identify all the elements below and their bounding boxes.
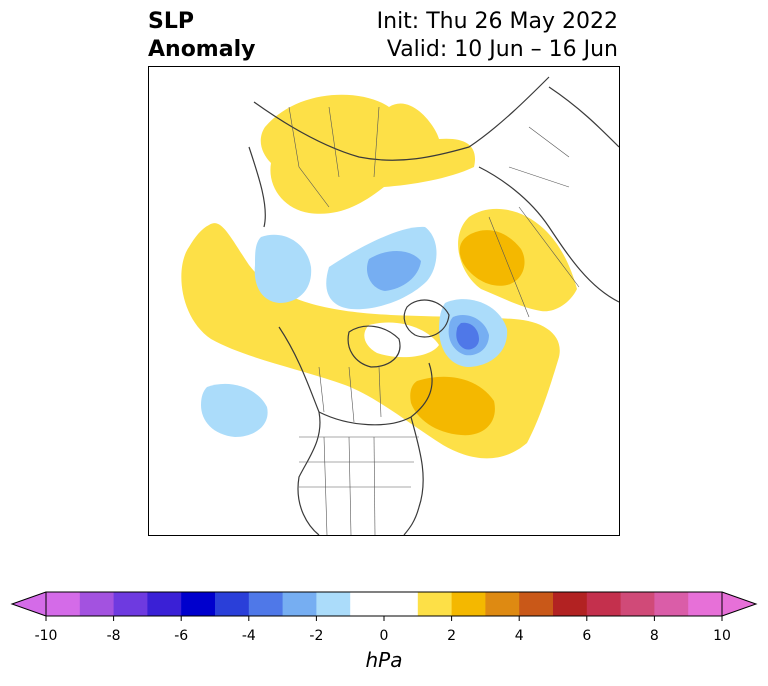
colorbar-bin — [451, 592, 486, 616]
anomaly-map — [148, 66, 620, 536]
title-type: Anomaly — [148, 37, 256, 62]
colorbar-tick-label: -10 — [34, 628, 58, 644]
colorbar-bin — [519, 592, 554, 616]
colorbar-ticks — [45, 616, 723, 621]
forecast-info: Init: Thu 26 May 2022 Valid: 10 Jun – 16… — [377, 8, 618, 64]
coastlines — [248, 76, 619, 535]
colorbar-bin — [248, 592, 284, 616]
colorbar-tick-label: -6 — [174, 628, 189, 644]
neutral-gap — [364, 322, 439, 358]
colorbar-tick-label: 8 — [649, 628, 659, 644]
colorbar-tick-label: 10 — [713, 628, 731, 644]
colorbar-bins — [46, 592, 723, 616]
colorbar-tick-label: 0 — [379, 628, 389, 644]
colorbar — [10, 591, 758, 621]
colorbar-bin — [553, 592, 588, 616]
colorbar-tick-label: -4 — [241, 628, 256, 644]
colorbar-bin — [215, 592, 250, 616]
colorbar-bin — [417, 592, 453, 616]
colorbar-outline-high — [721, 591, 758, 617]
colorbar-tick-label: -2 — [309, 628, 324, 644]
colorbar-tick-label: 4 — [514, 628, 524, 644]
map-canvas — [149, 76, 619, 535]
title-variable: SLP — [148, 9, 194, 34]
colorbar-bin — [485, 592, 520, 616]
projection-edge — [149, 285, 153, 319]
colorbar-extend-high — [722, 592, 756, 616]
colorbar-bin — [620, 592, 655, 616]
colorbar-bin — [350, 592, 385, 616]
colorbar-bin — [282, 592, 317, 616]
init-date: Init: Thu 26 May 2022 — [376, 9, 618, 34]
colorbar-extend-low — [12, 592, 46, 616]
colorbar-bin — [79, 592, 115, 616]
political-borders — [288, 106, 580, 535]
colorbar-outline-low — [10, 591, 47, 617]
colorbar-unit: hPa — [365, 648, 403, 672]
colorbar-bin — [113, 592, 148, 616]
valid-range: Valid: 10 Jun – 16 Jun — [386, 37, 618, 62]
colorbar-bin — [384, 592, 419, 616]
strong-positive-anomaly-fill — [410, 230, 525, 436]
map-title: SLP Anomaly — [148, 8, 255, 64]
colorbar-bin — [181, 592, 216, 616]
colorbar-bin — [586, 592, 622, 616]
colorbar-tick-label: 6 — [582, 628, 592, 644]
colorbar-bin — [46, 592, 81, 616]
colorbar-tick-label: -8 — [106, 628, 121, 644]
colorbar-bin — [147, 592, 182, 616]
negative-anomaly-fill — [201, 226, 508, 437]
colorbar-bin — [654, 592, 689, 616]
colorbar-tick-label: 2 — [447, 628, 457, 644]
colorbar-bin — [688, 592, 723, 616]
colorbar-bin — [316, 592, 351, 616]
